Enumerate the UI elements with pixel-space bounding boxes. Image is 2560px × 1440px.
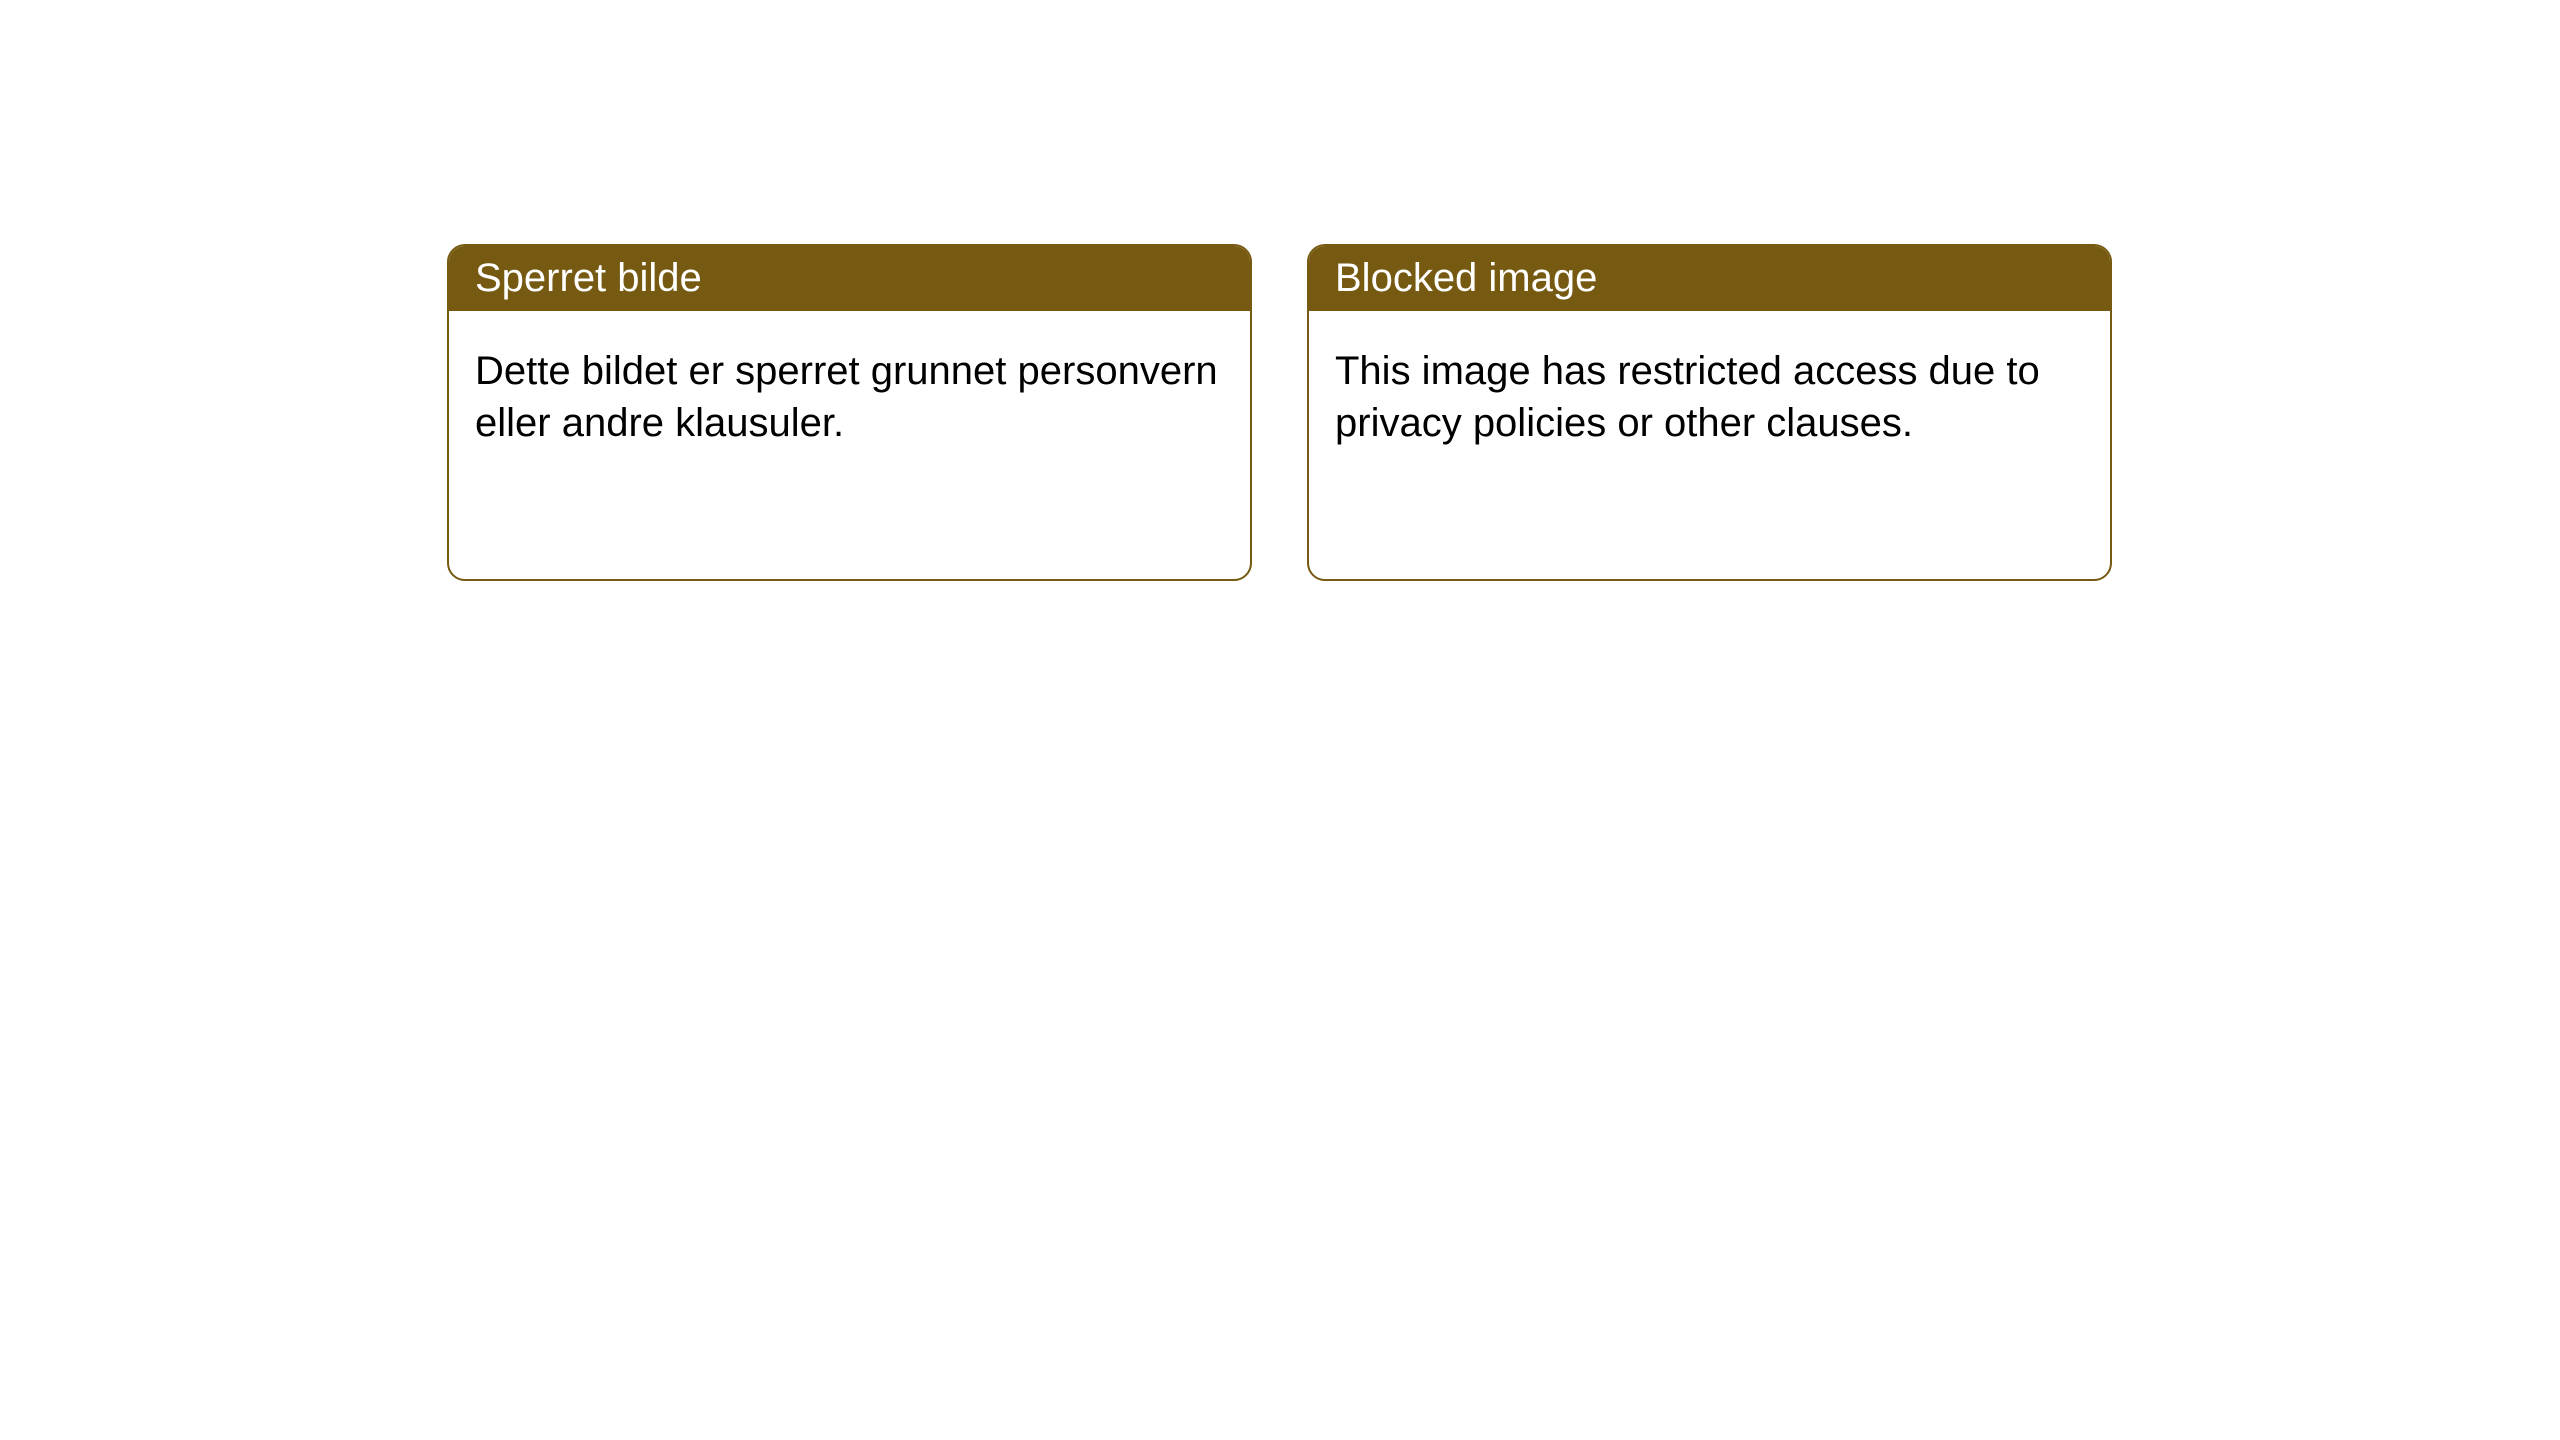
- notice-header-english: Blocked image: [1309, 246, 2110, 311]
- notice-card-norwegian: Sperret bilde Dette bildet er sperret gr…: [447, 244, 1252, 581]
- notice-body-english: This image has restricted access due to …: [1309, 311, 2110, 483]
- notice-message-norwegian: Dette bildet er sperret grunnet personve…: [475, 349, 1218, 445]
- notice-header-norwegian: Sperret bilde: [449, 246, 1250, 311]
- notice-card-english: Blocked image This image has restricted …: [1307, 244, 2112, 581]
- notice-body-norwegian: Dette bildet er sperret grunnet personve…: [449, 311, 1250, 483]
- notices-container: Sperret bilde Dette bildet er sperret gr…: [447, 244, 2112, 581]
- notice-title-english: Blocked image: [1335, 256, 1597, 300]
- notice-message-english: This image has restricted access due to …: [1335, 349, 2040, 445]
- notice-title-norwegian: Sperret bilde: [475, 256, 702, 300]
